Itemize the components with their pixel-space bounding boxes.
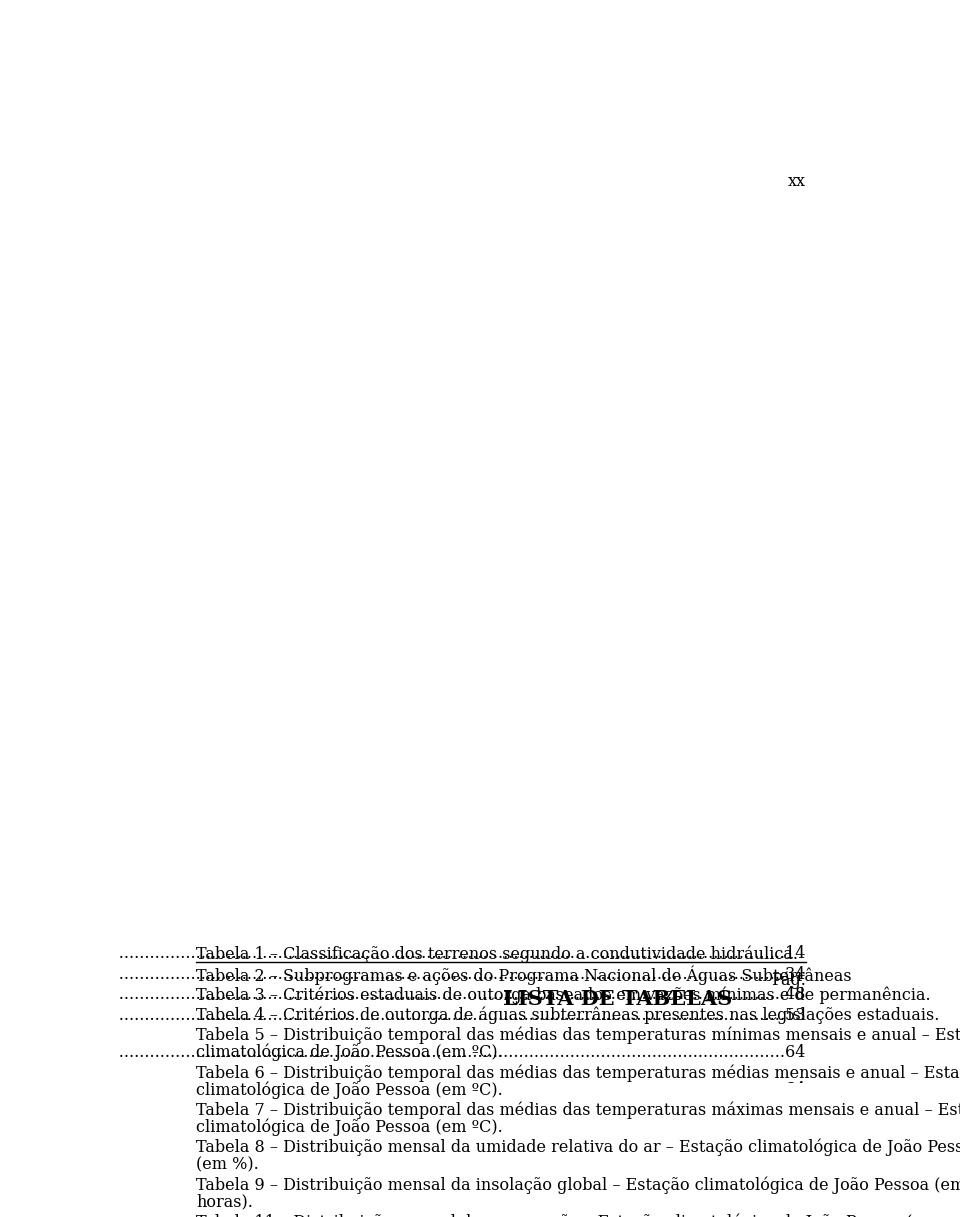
Text: Pág.: Pág. — [771, 971, 805, 989]
Text: ................................................................................: ........................................… — [0, 1193, 805, 1210]
Text: Tabela 8 – Distribuição mensal da umidade relativa do ar – Estação climatológica: Tabela 8 – Distribuição mensal da umidad… — [196, 1139, 960, 1156]
Text: ................................................................................: ........................................… — [0, 966, 805, 982]
Text: LISTA DE TABELAS: LISTA DE TABELAS — [502, 989, 732, 1009]
Text: Tabela 9 – Distribuição mensal da insolação global – Estação climatológica de Jo: Tabela 9 – Distribuição mensal da insola… — [196, 1177, 960, 1194]
Text: ................................................................................: ........................................… — [0, 946, 805, 963]
Text: ................................................................................: ........................................… — [0, 986, 805, 1003]
Text: Tabela 7 – Distribuição temporal das médias das temperaturas máximas mensais e a: Tabela 7 – Distribuição temporal das méd… — [196, 1101, 960, 1120]
Text: climatológica de João Pessoa (em ºC).: climatológica de João Pessoa (em ºC). — [196, 1081, 503, 1099]
Text: ................................................................................: ........................................… — [0, 1006, 805, 1023]
Text: Tabela 11 – Distribuição mensal da evaporação – Estação climatológica de João Pe: Tabela 11 – Distribuição mensal da evapo… — [196, 1213, 960, 1217]
Text: (em %).: (em %). — [196, 1156, 258, 1173]
Text: horas).: horas). — [196, 1193, 252, 1210]
Text: ................................................................................: ........................................… — [0, 1081, 805, 1098]
Text: ................................................................................: ........................................… — [0, 1118, 805, 1135]
Text: Tabela 1 – Classificação dos terrenos segundo a condutividade hidráulica.: Tabela 1 – Classificação dos terrenos se… — [196, 946, 798, 963]
Text: ................................................................................: ........................................… — [0, 1044, 805, 1061]
Text: ................................................................................: ........................................… — [0, 1156, 805, 1173]
Text: Tabela 2 – Subprogramas e ações do Programa Nacional de Águas Subterrâneas: Tabela 2 – Subprogramas e ações do Progr… — [196, 966, 852, 986]
Text: Tabela 6 – Distribuição temporal das médias das temperaturas médias mensais e an: Tabela 6 – Distribuição temporal das méd… — [196, 1064, 960, 1082]
Text: xx: xx — [788, 173, 805, 190]
Text: climatológica de João Pessoa (em ºC).: climatológica de João Pessoa (em ºC). — [196, 1118, 503, 1135]
Text: Tabela 5 – Distribuição temporal das médias das temperaturas mínimas mensais e a: Tabela 5 – Distribuição temporal das méd… — [196, 1027, 960, 1044]
Text: Tabela 3 – Critérios estaduais de outorga baseados em vazões mínimas e de perman: Tabela 3 – Critérios estaduais de outorg… — [196, 986, 930, 1004]
Text: Tabela 4 – Critérios de outorga de águas subterrâneas presentes nas legislações : Tabela 4 – Critérios de outorga de águas… — [196, 1006, 939, 1023]
Text: climatológica de João Pessoa (em ºC).: climatológica de João Pessoa (em ºC). — [196, 1044, 503, 1061]
